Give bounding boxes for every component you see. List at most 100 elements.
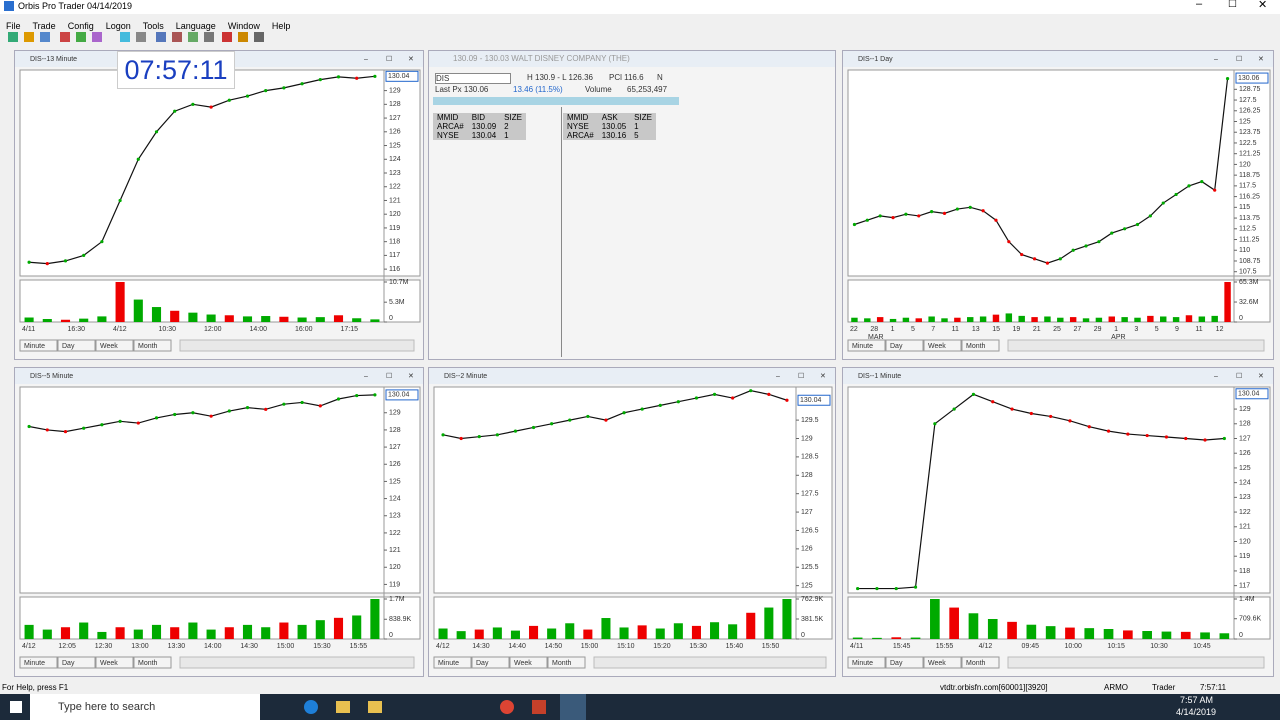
book-cell: 130.16 [597, 131, 631, 140]
y-tick-label: 119 [1239, 553, 1250, 560]
tab[interactable] [95, 339, 134, 352]
x-tick-label: 28 [870, 326, 878, 333]
window-button[interactable]: ✕ [408, 373, 414, 380]
x-tick-label: 27 [1073, 326, 1081, 333]
tab[interactable] [547, 656, 586, 669]
y-tick-label: 125.5 [801, 564, 819, 571]
close[interactable]: ✕ [1258, 0, 1268, 11]
tool[interactable] [222, 32, 232, 42]
tool[interactable] [92, 32, 102, 42]
window-button[interactable]: ☐ [1236, 55, 1242, 63]
window-button[interactable]: ✕ [1258, 56, 1264, 63]
tool[interactable] [40, 32, 50, 42]
menu-item[interactable]: Logon [105, 21, 131, 31]
tab[interactable] [471, 656, 510, 669]
tool[interactable] [238, 32, 248, 42]
folder-icon[interactable] [368, 701, 382, 713]
volume-bar [115, 282, 125, 322]
minimize[interactable]: – [1196, 0, 1203, 10]
tab[interactable] [923, 339, 962, 352]
window-button[interactable]: ✕ [820, 373, 826, 380]
search-box[interactable]: Type here to search [30, 694, 260, 720]
volume-bar [42, 629, 52, 639]
tool[interactable] [60, 32, 70, 42]
y-tick-label: 125 [389, 142, 401, 149]
tab[interactable] [19, 339, 58, 352]
explorer-icon[interactable] [336, 701, 350, 713]
window-button[interactable]: – [1214, 56, 1218, 63]
x-tick-label: 3 [1134, 326, 1138, 333]
symbol-input[interactable]: DIS [435, 73, 511, 84]
tab[interactable] [95, 656, 134, 669]
start-button[interactable] [10, 701, 22, 713]
menu-item[interactable]: Help [271, 21, 291, 31]
window-button[interactable]: – [364, 56, 368, 63]
tool[interactable] [172, 32, 182, 42]
chart-window: DIS--13 Minute – ☐ ✕ 129 128 127 126 125 124 123 12… [14, 50, 424, 360]
maximize[interactable]: ☐ [1228, 0, 1237, 10]
powerpoint-icon[interactable] [532, 700, 546, 714]
tool[interactable] [188, 32, 198, 42]
volume-bar [474, 629, 484, 639]
tab[interactable] [433, 656, 472, 669]
menu-item[interactable]: Window [227, 21, 260, 31]
window-title-bar [843, 51, 1273, 67]
price-point [82, 253, 86, 257]
window-button[interactable]: ✕ [1258, 373, 1264, 380]
window-button[interactable]: ✕ [408, 56, 414, 63]
window-button[interactable]: – [1214, 373, 1218, 380]
menu-item[interactable]: Config [67, 21, 94, 31]
tool[interactable] [204, 32, 214, 42]
price-point [100, 240, 104, 244]
volume-bar [510, 630, 520, 639]
tab[interactable] [847, 656, 886, 669]
window-button[interactable]: ☐ [1236, 372, 1242, 380]
volume-tick-label: 0 [1239, 632, 1243, 639]
tab[interactable] [133, 656, 172, 669]
tab[interactable] [19, 656, 58, 669]
tab[interactable] [923, 656, 962, 669]
tool[interactable] [136, 32, 146, 42]
orbis-task[interactable] [560, 694, 586, 720]
tool[interactable] [156, 32, 166, 42]
tab[interactable] [885, 656, 924, 669]
last-price-label: 130.04 [1238, 391, 1260, 398]
window-button[interactable]: ☐ [798, 372, 804, 380]
tab[interactable] [57, 339, 96, 352]
chrome-icon[interactable] [500, 700, 514, 714]
x-tick-label: 4/11 [22, 326, 35, 333]
price-point [264, 407, 268, 411]
tool[interactable] [120, 32, 130, 42]
tool[interactable] [8, 32, 18, 42]
window-button[interactable]: – [364, 373, 368, 380]
quote-title-bar: 130.09 - 130.03 WALT DISNEY COMPANY (THE… [429, 51, 835, 67]
scrollbar [179, 339, 415, 352]
tool[interactable] [76, 32, 86, 42]
tab[interactable] [133, 339, 172, 352]
header-cell: BID [467, 113, 501, 122]
menu-item[interactable]: File [6, 21, 21, 31]
edge-icon[interactable] [304, 700, 318, 714]
price-point [1187, 184, 1191, 188]
menu-item[interactable]: Tools [142, 21, 164, 31]
tool[interactable] [254, 32, 264, 42]
menu-item[interactable]: Language [175, 21, 216, 31]
menu-item[interactable]: Trade [32, 21, 56, 31]
window-button[interactable]: ☐ [386, 55, 392, 63]
price-point [82, 426, 86, 430]
tab[interactable] [57, 656, 96, 669]
volume-bar [782, 599, 792, 639]
y-tick-label: 124 [1239, 479, 1251, 486]
tab[interactable] [961, 656, 1000, 669]
y-tick-label: 110 [1239, 247, 1250, 254]
tab[interactable] [847, 339, 886, 352]
window-button[interactable]: ☐ [386, 372, 392, 380]
price-point [154, 130, 159, 134]
tab[interactable] [885, 339, 924, 352]
price-point [477, 435, 481, 439]
tool[interactable] [24, 32, 34, 42]
app-title: Orbis Pro Trader 04/14/2019 [18, 1, 133, 11]
tab[interactable] [961, 339, 1000, 352]
tab[interactable] [509, 656, 548, 669]
window-button[interactable]: – [776, 373, 780, 380]
